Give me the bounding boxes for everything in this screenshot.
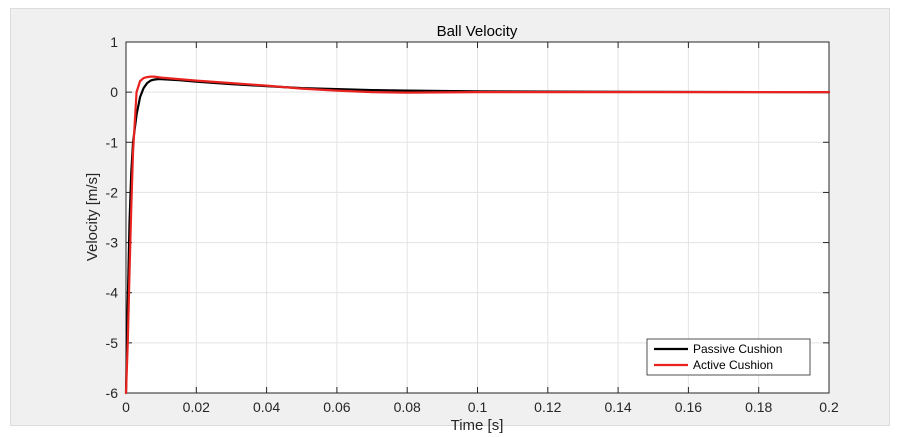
y-tick-label: -4 [106, 285, 119, 301]
legend-label-passive: Passive Cushion [693, 342, 782, 356]
x-tick-label: 0.18 [745, 399, 772, 415]
x-tick-label: 0.04 [253, 399, 280, 415]
x-tick-label: 0.14 [604, 399, 631, 415]
y-axis-title: Velocity [m/s] [84, 173, 101, 261]
series-active-cushion-line [124, 75, 831, 395]
y-tick-label: -1 [106, 134, 119, 150]
series-lines [124, 75, 831, 395]
x-tick-label: 0 [122, 399, 130, 415]
tick-labels: 0 0.02 0.04 0.06 0.08 0.1 0.12 0.14 0.16 0.18 0.2 -… [106, 34, 839, 415]
x-axis-title: Time [s] [451, 417, 504, 434]
y-tick-label: -5 [106, 335, 119, 351]
x-tick-label: 0.1 [468, 399, 488, 415]
x-tick-label: 0.08 [394, 399, 421, 415]
y-tick-label: -2 [106, 184, 119, 200]
x-tick-label: 0.16 [675, 399, 702, 415]
y-tick-label: -6 [106, 385, 119, 401]
legend: Passive Cushion Active Cushion [646, 338, 811, 376]
x-tick-label: 0.2 [819, 399, 839, 415]
legend-box [646, 338, 811, 376]
y-tick-label: -3 [106, 235, 119, 251]
y-tick-label: 0 [110, 84, 118, 100]
chart-title: Ball Velocity [437, 23, 518, 40]
y-tick-label: 1 [110, 34, 118, 50]
x-tick-label: 0.06 [323, 399, 350, 415]
x-tick-label: 0.02 [183, 399, 210, 415]
x-tick-label: 0.12 [534, 399, 561, 415]
legend-label-active: Active Cushion [693, 358, 773, 372]
